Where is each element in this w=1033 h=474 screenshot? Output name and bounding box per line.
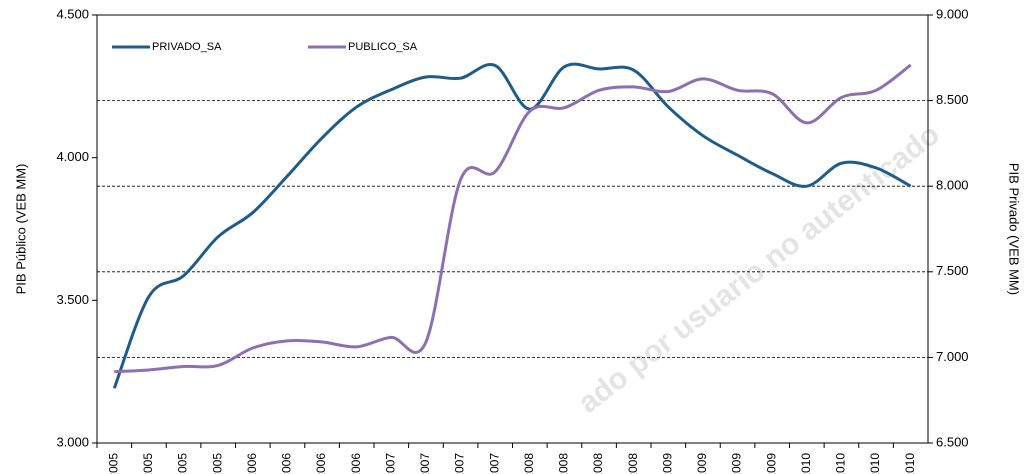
y2-tick-label: 8.500 <box>936 92 969 107</box>
x-tick-label: IV-2006 <box>349 453 363 474</box>
watermark: ado por usuario no autenticado <box>572 118 946 420</box>
x-tick-label: IV-2009 <box>764 453 778 474</box>
x-tick-label: I-2010 <box>799 453 813 474</box>
x-tick-label: IV-2005 <box>210 453 224 474</box>
legend: PRIVADO_SA PUBLICO_SA <box>112 41 418 53</box>
x-tick-label: III-2005 <box>176 453 190 474</box>
series-line <box>112 62 912 389</box>
y2-axis-title: PIB Privado (VEB MM) <box>1007 163 1022 295</box>
x-tick-label: III-2007 <box>453 453 467 474</box>
x-tick-label: I-2008 <box>522 453 536 474</box>
y-tick-label: 3.500 <box>56 292 89 307</box>
y-tick-label: 4.000 <box>56 149 89 164</box>
y-tick-label: 3.000 <box>56 434 89 449</box>
x-tick-label: I-2005 <box>106 453 120 474</box>
y2-tick-label: 7.500 <box>936 263 969 278</box>
legend-label: PRIVADO_SA <box>152 41 222 53</box>
y-axis-title: PIB Público (VEB MM) <box>13 164 28 295</box>
x-tick-label: II-2010 <box>834 453 848 474</box>
series-line <box>114 63 912 374</box>
x-tick-label: II-2006 <box>280 453 294 474</box>
x-tick-label: I-2009 <box>660 453 674 474</box>
x-tick-label: IV-2007 <box>487 453 501 474</box>
x-tick-label: II-2005 <box>141 453 155 474</box>
x-tick-label: II-2007 <box>418 453 432 474</box>
y2-tick-label: 8.000 <box>936 178 969 193</box>
y2-tick-label: 9.000 <box>936 6 969 21</box>
y2-tick-label: 7.000 <box>936 349 969 364</box>
x-tick-label: III-2006 <box>314 453 328 474</box>
x-tick-label: II-2009 <box>695 453 709 474</box>
y2-tick-label: 6.500 <box>936 434 969 449</box>
x-tick-label: III-2009 <box>730 453 744 474</box>
x-tick-label: IV-2010 <box>903 453 917 474</box>
x-tick-label: I-2007 <box>383 453 397 474</box>
x-tick-label: III-2008 <box>591 453 605 474</box>
x-tick-label: II-2008 <box>557 453 571 474</box>
x-tick-label: III-2010 <box>868 453 882 474</box>
x-tick-label: IV-2008 <box>626 453 640 474</box>
y-tick-label: 4.500 <box>56 6 89 21</box>
legend-label: PUBLICO_SA <box>348 41 418 53</box>
x-tick-label: I-2006 <box>245 453 259 474</box>
